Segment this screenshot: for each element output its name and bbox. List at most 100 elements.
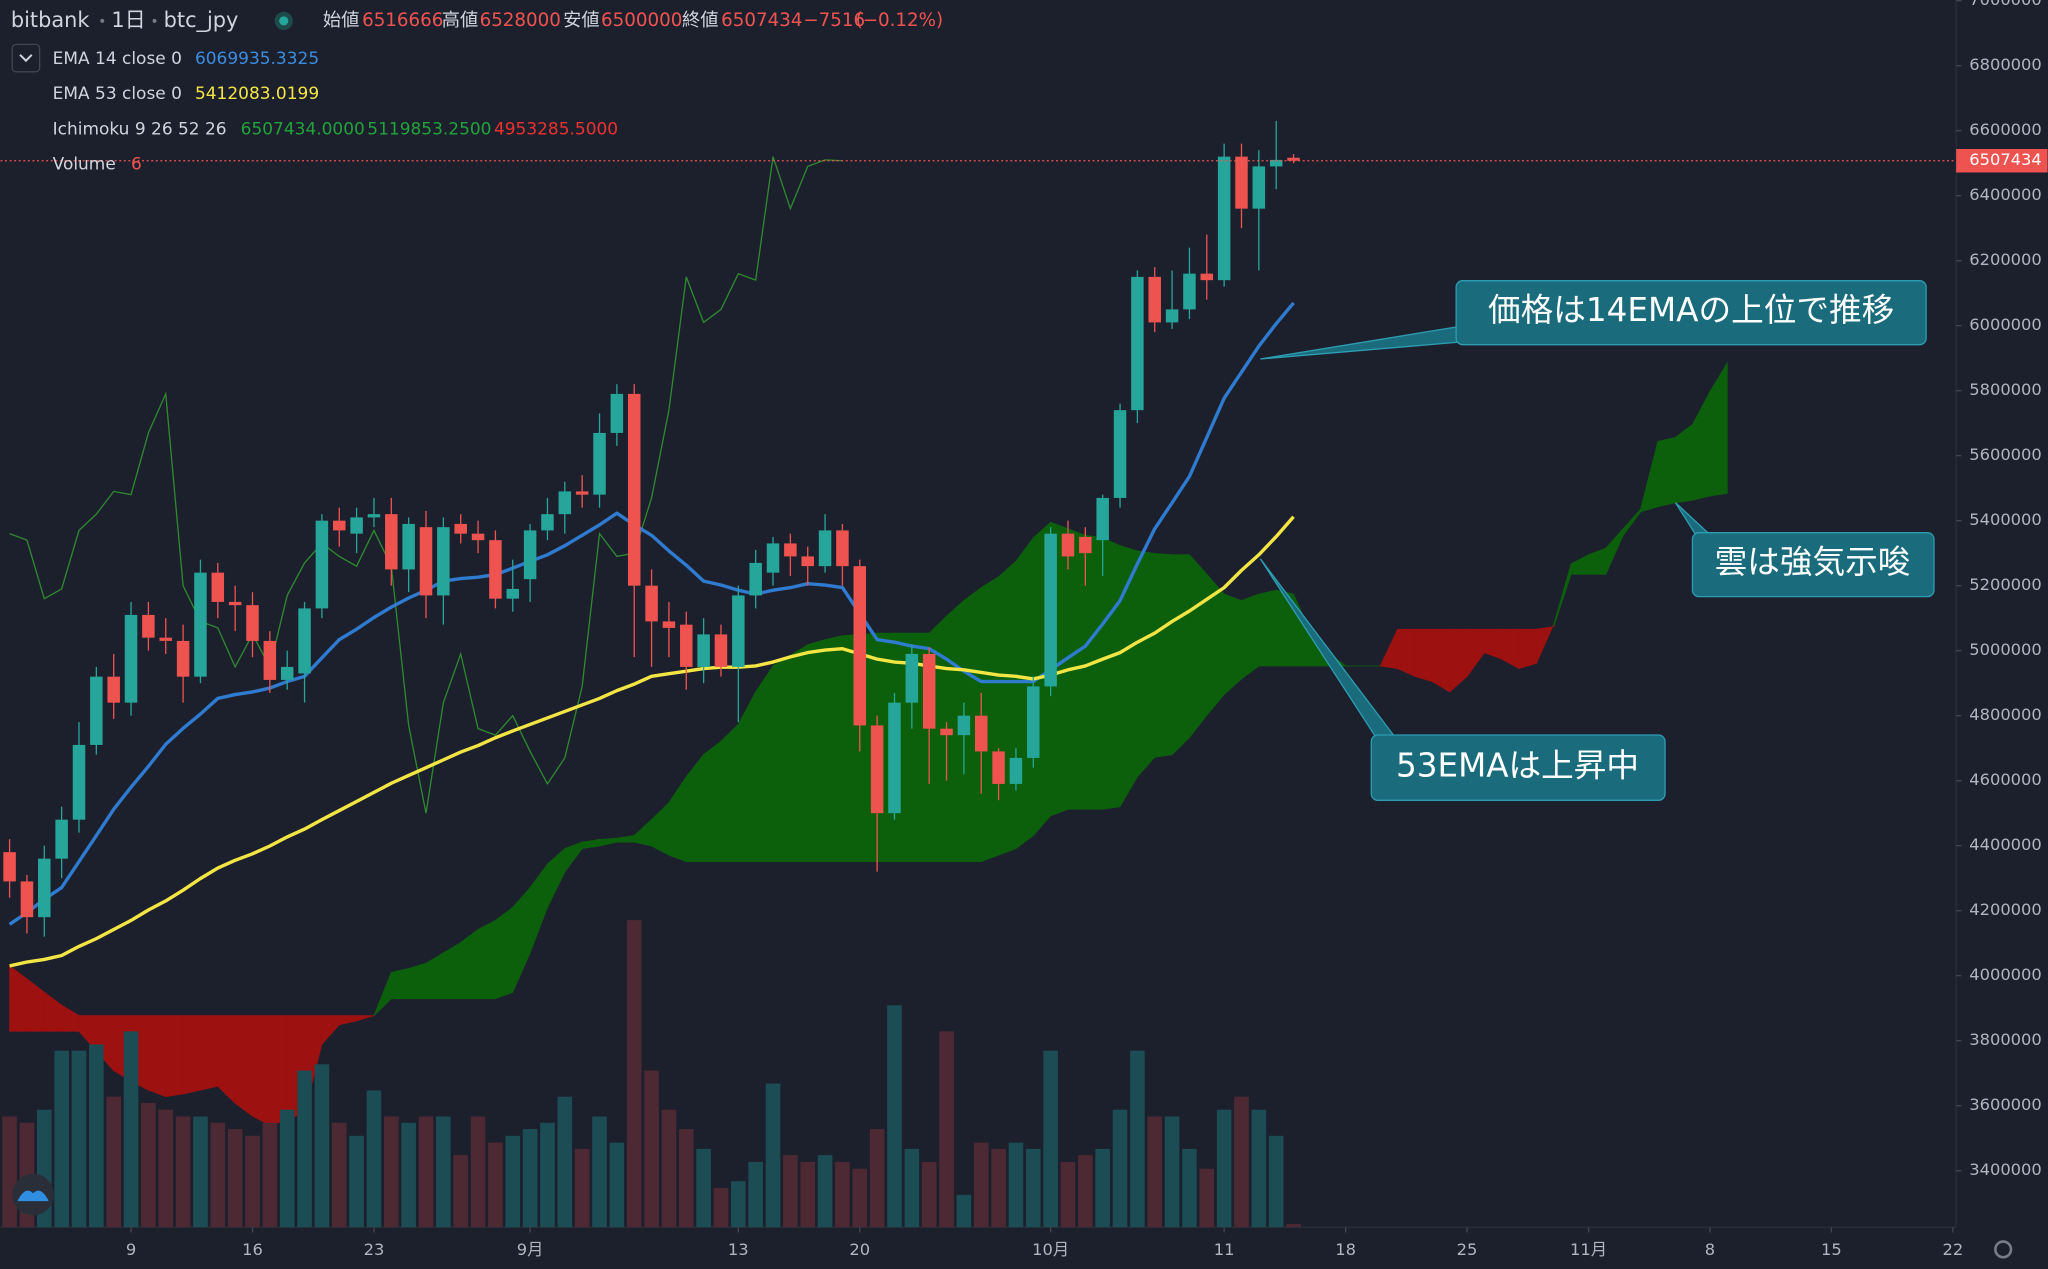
candle-body [263, 640, 277, 680]
candle-body [1079, 536, 1092, 554]
cloud-segment [200, 1015, 219, 1091]
candle-body [228, 601, 242, 606]
volume-bar [331, 1122, 347, 1228]
settings-icon[interactable] [1994, 1240, 2013, 1259]
y-tick-label: 3400000 [1969, 1160, 2042, 1179]
volume-bar [453, 1155, 468, 1228]
volume-bar [557, 1096, 573, 1228]
x-tick-label: 9 [126, 1240, 136, 1259]
cloud-segment [148, 1015, 167, 1098]
cloud-segment [1189, 553, 1208, 739]
legend-ema53: EMA 53 close 0 [53, 84, 182, 104]
volume-bar [783, 1155, 798, 1228]
y-tick-label: 4800000 [1969, 705, 2042, 724]
volume-bar [1043, 1050, 1058, 1228]
y-tick-label: 4400000 [1969, 835, 2042, 854]
volume-bar [1216, 1109, 1232, 1228]
candle-body [1009, 757, 1023, 784]
open-value: 6516666 [362, 10, 443, 31]
volume-bar [973, 1142, 989, 1228]
candle-body [176, 640, 190, 677]
change-pct: (−0.12%) [856, 10, 944, 31]
cloud-segment [789, 644, 809, 862]
candle-body [680, 624, 693, 667]
volume-bar [765, 1083, 781, 1228]
volume-bar [696, 1148, 711, 1228]
volume-bar [1095, 1148, 1110, 1228]
volume-bar [904, 1148, 920, 1228]
callout-box [1691, 532, 1935, 598]
volume-bar [1130, 1050, 1145, 1228]
candle-body [784, 543, 797, 557]
volume-bar [488, 1142, 503, 1228]
cloud-segment [1674, 423, 1694, 504]
volume-bar [991, 1148, 1006, 1228]
last-price-label: 6507434 [1969, 150, 2042, 169]
candle-body [142, 614, 155, 638]
cloud-segment [1102, 537, 1121, 810]
y-tick-label: 6200000 [1969, 250, 2042, 269]
candle-body [298, 608, 311, 674]
interval: 1日 [111, 8, 145, 32]
candle-body [333, 520, 346, 531]
volume-bar [314, 1064, 330, 1228]
y-tick-label: 4000000 [1969, 965, 2042, 984]
cloud-segment [477, 919, 496, 1000]
cloud-segment [1431, 628, 1451, 693]
candle-body [1131, 276, 1144, 411]
legend-ichimoku-value: 6507434.0000 [241, 119, 365, 139]
legend-volume-value: 6 [131, 155, 142, 175]
cloud-segment [408, 962, 427, 1000]
volume-bar [713, 1188, 729, 1228]
candle-body [714, 634, 728, 667]
candle-body [72, 744, 86, 820]
volume-bar [644, 1070, 659, 1228]
candle-body [107, 676, 120, 703]
callout-text: 53EMAは上昇中 [1396, 747, 1639, 785]
candle-body [627, 393, 641, 586]
volume-bar [54, 1050, 69, 1228]
volume-bar [436, 1116, 451, 1228]
candle-body [610, 393, 624, 433]
candle-body [957, 715, 971, 736]
cloud-segment [772, 654, 791, 862]
candle-body [211, 572, 225, 602]
cloud-segment [442, 941, 462, 1000]
volume-bar [626, 920, 642, 1228]
candle-body [818, 530, 832, 567]
volume-bar [1147, 1116, 1163, 1228]
legend-volume: Volume [53, 155, 116, 175]
low-label: 安値 [563, 10, 600, 31]
volume-bar [175, 1116, 191, 1228]
symbol: btc_jpy [164, 8, 239, 32]
legend-ichimoku-value: 5119853.2500 [367, 119, 491, 139]
legend-ema14-value: 6069935.3325 [195, 49, 319, 69]
volume-bar [279, 1109, 295, 1228]
cloud-segment [1709, 361, 1728, 497]
ema-line [8, 301, 1295, 926]
lagging-span [9, 156, 843, 814]
cloud-segment [1154, 553, 1173, 758]
candle-body [541, 514, 554, 531]
ema-line [9, 515, 1295, 968]
volume-bar [609, 1142, 625, 1228]
candle-body [38, 858, 51, 918]
candle-body [1235, 156, 1248, 209]
callout-text: 雲は強気示唆 [1715, 543, 1911, 581]
volume-bar [470, 1116, 486, 1228]
cloud-segment [1397, 628, 1416, 677]
volume-bar [505, 1135, 521, 1228]
volume-bar [193, 1116, 208, 1228]
collapse-button[interactable] [11, 43, 41, 73]
candle-body [419, 527, 433, 596]
y-tick-label: 3600000 [1969, 1095, 2042, 1114]
candle-body [766, 543, 780, 573]
candle-body [194, 572, 207, 677]
candle-body [20, 881, 34, 918]
candle-body [697, 634, 710, 667]
candle-body [922, 653, 936, 729]
y-tick-label: 6400000 [1969, 185, 2042, 204]
x-tick-label: 23 [364, 1240, 385, 1259]
callout-text: 価格は14EMAの上位で推移 [1488, 291, 1894, 329]
